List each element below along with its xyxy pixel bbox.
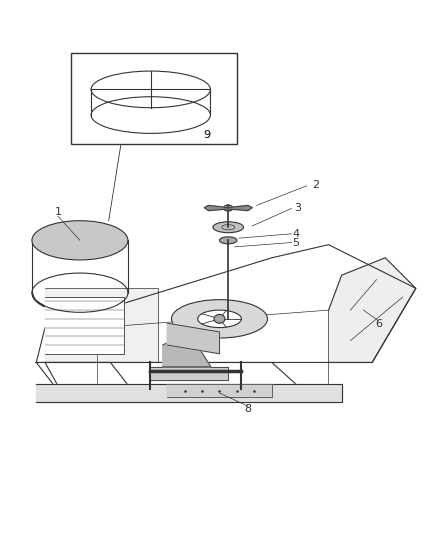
- Ellipse shape: [223, 205, 233, 211]
- Ellipse shape: [212, 222, 243, 233]
- Polygon shape: [45, 362, 315, 402]
- Polygon shape: [328, 258, 415, 362]
- Ellipse shape: [214, 314, 224, 323]
- Polygon shape: [36, 245, 415, 362]
- Text: 2: 2: [311, 180, 318, 190]
- Polygon shape: [36, 384, 341, 402]
- Text: 9: 9: [203, 130, 210, 140]
- Polygon shape: [36, 362, 141, 402]
- Text: 6: 6: [374, 319, 381, 329]
- Text: 4: 4: [292, 229, 299, 239]
- Ellipse shape: [197, 310, 241, 328]
- Polygon shape: [45, 297, 123, 354]
- Polygon shape: [45, 288, 158, 362]
- Text: 9: 9: [203, 130, 210, 140]
- Text: 5: 5: [292, 238, 299, 247]
- Polygon shape: [162, 332, 210, 367]
- Text: 3: 3: [294, 204, 301, 214]
- Polygon shape: [149, 367, 228, 380]
- Polygon shape: [204, 205, 228, 211]
- FancyBboxPatch shape: [71, 53, 237, 144]
- Ellipse shape: [171, 300, 267, 338]
- Text: 8: 8: [244, 404, 251, 414]
- Polygon shape: [228, 205, 252, 211]
- Polygon shape: [167, 384, 271, 398]
- Ellipse shape: [32, 221, 127, 260]
- Ellipse shape: [219, 237, 237, 244]
- Text: 1: 1: [54, 207, 61, 217]
- Polygon shape: [167, 323, 219, 354]
